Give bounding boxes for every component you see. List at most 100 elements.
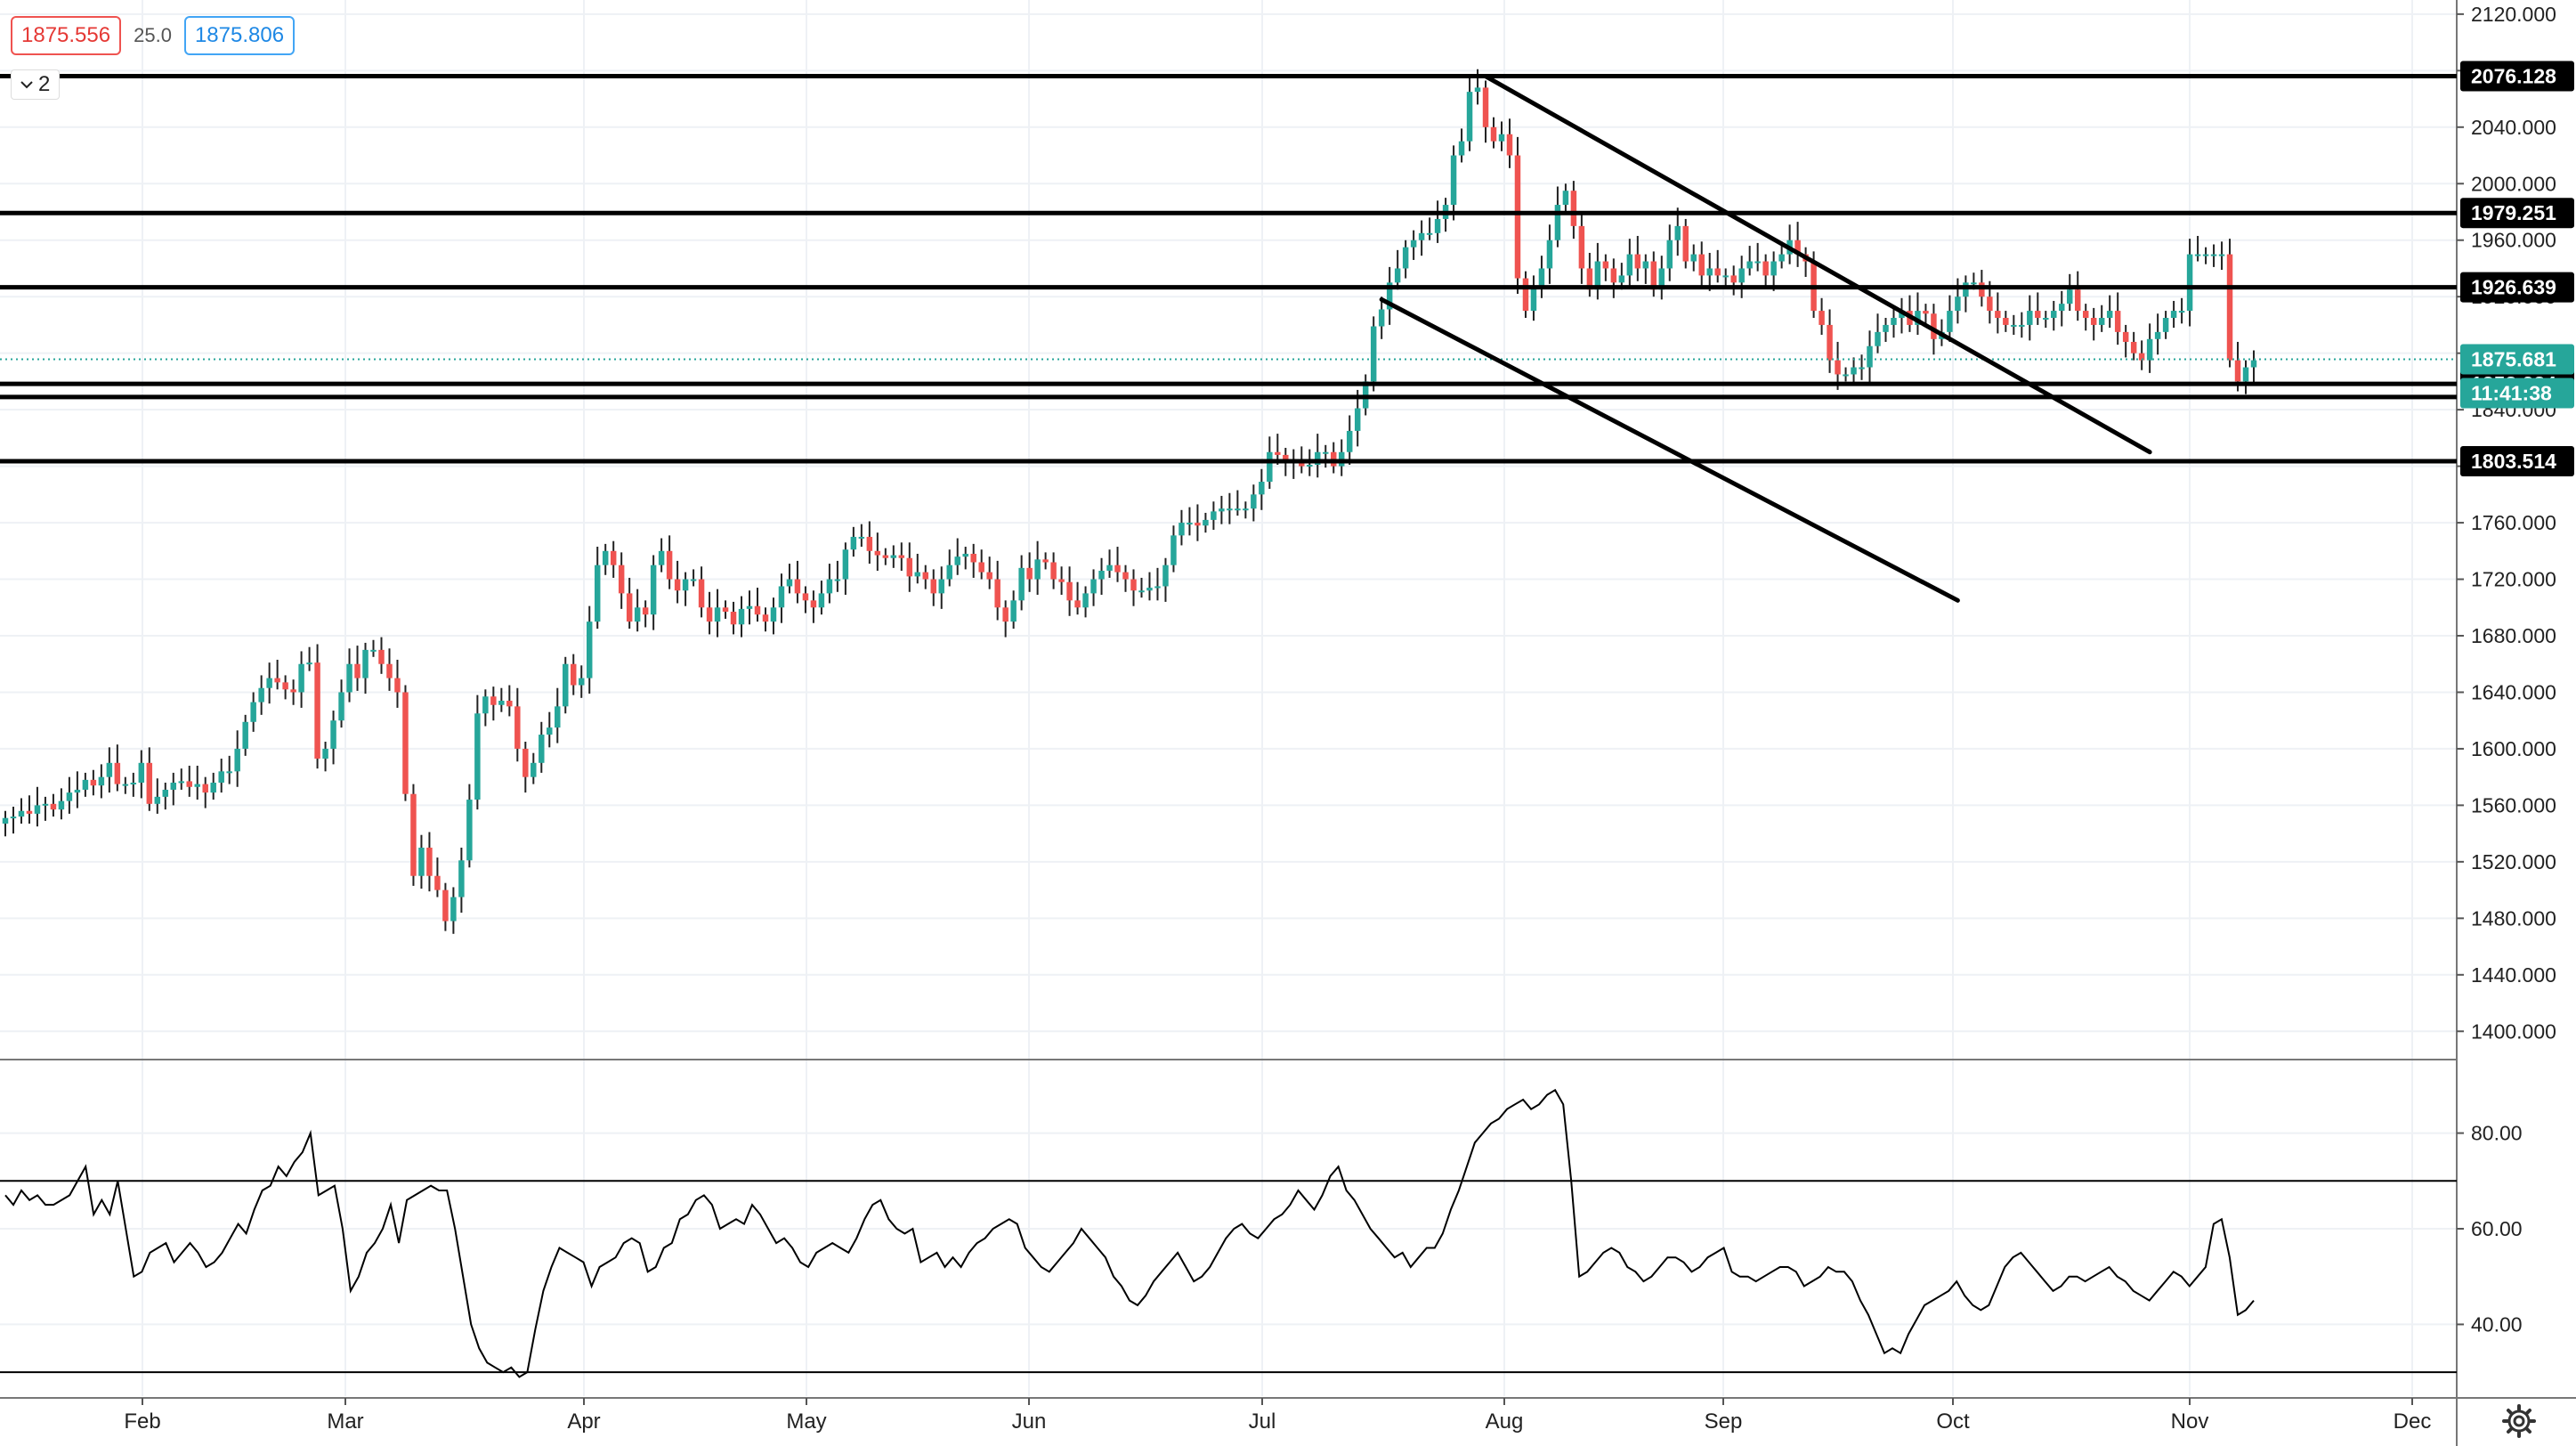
candle-body[interactable] (42, 803, 49, 806)
candle-body[interactable] (1171, 535, 1177, 565)
candle-body[interactable] (2226, 254, 2233, 361)
sell-price-button[interactable]: 1875.556 (11, 16, 122, 55)
candle[interactable] (874, 532, 881, 572)
candle-body[interactable] (1251, 494, 1257, 509)
candle[interactable] (2146, 323, 2153, 373)
candle[interactable] (98, 764, 105, 799)
candle-body[interactable] (2130, 341, 2137, 353)
candle[interactable] (1626, 239, 1633, 286)
candle-body[interactable] (1682, 225, 1689, 262)
candle-body[interactable] (1074, 600, 1081, 608)
candle[interactable] (514, 687, 521, 762)
candle-body[interactable] (1610, 268, 1617, 283)
candle-body[interactable] (130, 783, 137, 785)
candle-body[interactable] (1570, 191, 1577, 226)
candle[interactable] (282, 675, 288, 700)
candle-body[interactable] (2250, 360, 2257, 368)
candle[interactable] (986, 556, 992, 589)
candle[interactable] (114, 744, 121, 792)
candle[interactable] (2003, 311, 2009, 332)
candle-body[interactable] (34, 805, 41, 814)
candle-body[interactable] (170, 783, 177, 790)
candle-body[interactable] (2098, 318, 2105, 325)
candle-body[interactable] (618, 565, 625, 594)
candle[interactable] (571, 654, 577, 695)
candle[interactable] (10, 806, 17, 834)
candle-body[interactable] (1426, 232, 1433, 235)
candle[interactable] (674, 560, 681, 604)
candle-body[interactable] (1050, 562, 1057, 580)
candle[interactable] (1843, 367, 1849, 382)
candle[interactable] (610, 540, 617, 578)
candle[interactable] (2170, 300, 2177, 329)
candle-body[interactable] (1538, 268, 1545, 286)
candle[interactable] (754, 588, 761, 622)
candle-body[interactable] (98, 776, 105, 786)
candle[interactable] (682, 572, 689, 606)
candle[interactable] (866, 521, 873, 565)
candle[interactable] (1682, 218, 1689, 269)
candle[interactable] (2210, 244, 2217, 267)
candle-body[interactable] (1770, 261, 1777, 276)
candle[interactable] (690, 569, 697, 587)
candle[interactable] (1394, 249, 1401, 290)
candle-body[interactable] (634, 607, 641, 622)
candle-body[interactable] (434, 875, 441, 890)
candle-body[interactable] (146, 762, 153, 804)
candle[interactable] (402, 685, 409, 801)
candle[interactable] (466, 784, 473, 868)
candle[interactable] (962, 547, 968, 570)
candle[interactable] (1195, 504, 1201, 541)
candle[interactable] (2162, 311, 2169, 339)
candle[interactable] (1891, 307, 1897, 338)
candle[interactable] (914, 553, 921, 584)
candle[interactable] (1754, 242, 1761, 272)
candle[interactable] (50, 793, 57, 817)
candle-body[interactable] (1674, 225, 1681, 240)
candle[interactable] (738, 596, 745, 638)
candle-body[interactable] (1002, 607, 1009, 622)
candle[interactable] (858, 524, 865, 548)
candle-body[interactable] (1450, 155, 1457, 206)
candle-body[interactable] (850, 536, 857, 550)
candle[interactable] (794, 560, 801, 604)
candle-body[interactable] (2090, 318, 2097, 325)
candle-body[interactable] (2051, 311, 2057, 318)
candle-body[interactable] (882, 555, 889, 558)
candle-body[interactable] (555, 706, 561, 728)
candle[interactable] (826, 564, 833, 604)
price-candles[interactable] (2, 69, 2257, 934)
candle-body[interactable] (842, 549, 849, 580)
candle[interactable] (531, 752, 537, 784)
candle-body[interactable] (386, 663, 393, 678)
candle[interactable] (1923, 304, 1929, 327)
candle[interactable] (2027, 295, 2033, 341)
candle[interactable] (1050, 552, 1057, 589)
candle-body[interactable] (298, 663, 304, 693)
candle-body[interactable] (266, 678, 272, 688)
candle-body[interactable] (1195, 523, 1201, 526)
candle-body[interactable] (26, 810, 33, 814)
candle-body[interactable] (602, 550, 609, 565)
candle[interactable] (618, 552, 625, 609)
candle-body[interactable] (1586, 268, 1593, 290)
candle-body[interactable] (178, 781, 185, 784)
candle[interactable] (1018, 555, 1025, 611)
candle-body[interactable] (194, 784, 200, 787)
candle-body[interactable] (1227, 508, 1233, 511)
candle[interactable] (658, 538, 665, 573)
candle[interactable] (1251, 484, 1257, 522)
candle-body[interactable] (1498, 134, 1505, 142)
candle-body[interactable] (2234, 360, 2241, 382)
candle[interactable] (1426, 217, 1433, 240)
candle[interactable] (506, 685, 513, 717)
candle[interactable] (1354, 389, 1361, 447)
candle-body[interactable] (1466, 92, 1473, 142)
candle-body[interactable] (282, 682, 288, 690)
candle-body[interactable] (730, 612, 737, 625)
candle-body[interactable] (563, 663, 569, 707)
candle-body[interactable] (1243, 508, 1249, 511)
candle-body[interactable] (2170, 311, 2177, 318)
candle[interactable] (539, 721, 545, 773)
candle[interactable] (146, 747, 153, 811)
